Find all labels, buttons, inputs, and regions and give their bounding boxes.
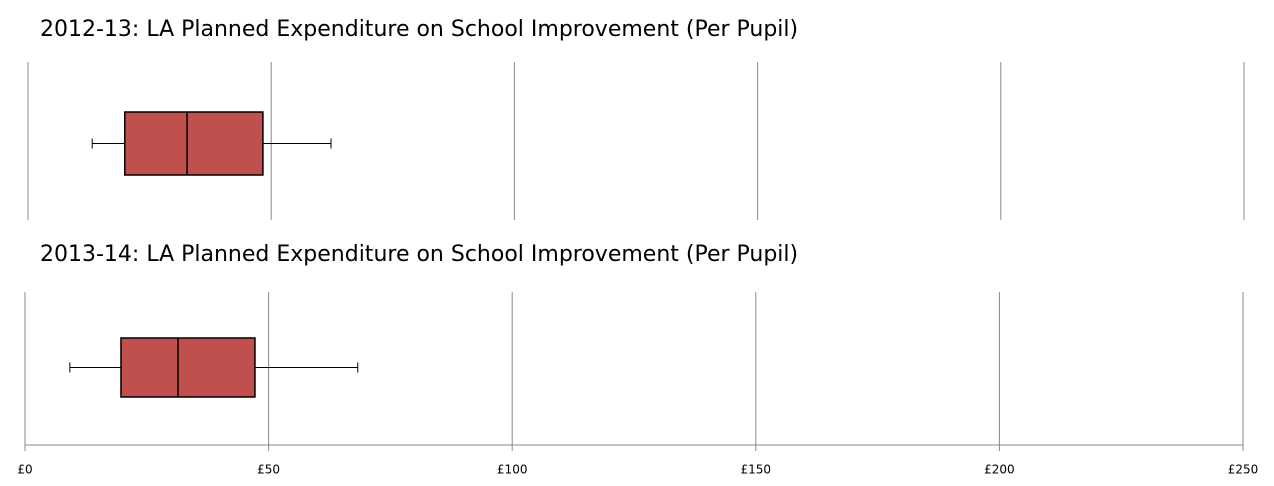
- x-tick-label: £100: [497, 463, 528, 477]
- x-tick-label: £150: [741, 463, 772, 477]
- x-tick-label: £50: [257, 463, 280, 477]
- box: [124, 111, 264, 176]
- x-tick-label: £200: [984, 463, 1015, 477]
- chart-title: 2013-14: LA Planned Expenditure on Schoo…: [40, 242, 798, 267]
- x-tick-label: £0: [17, 463, 32, 477]
- box: [120, 337, 256, 398]
- chart-title: 2012-13: LA Planned Expenditure on Schoo…: [40, 17, 798, 42]
- x-tick-label: £250: [1228, 463, 1259, 477]
